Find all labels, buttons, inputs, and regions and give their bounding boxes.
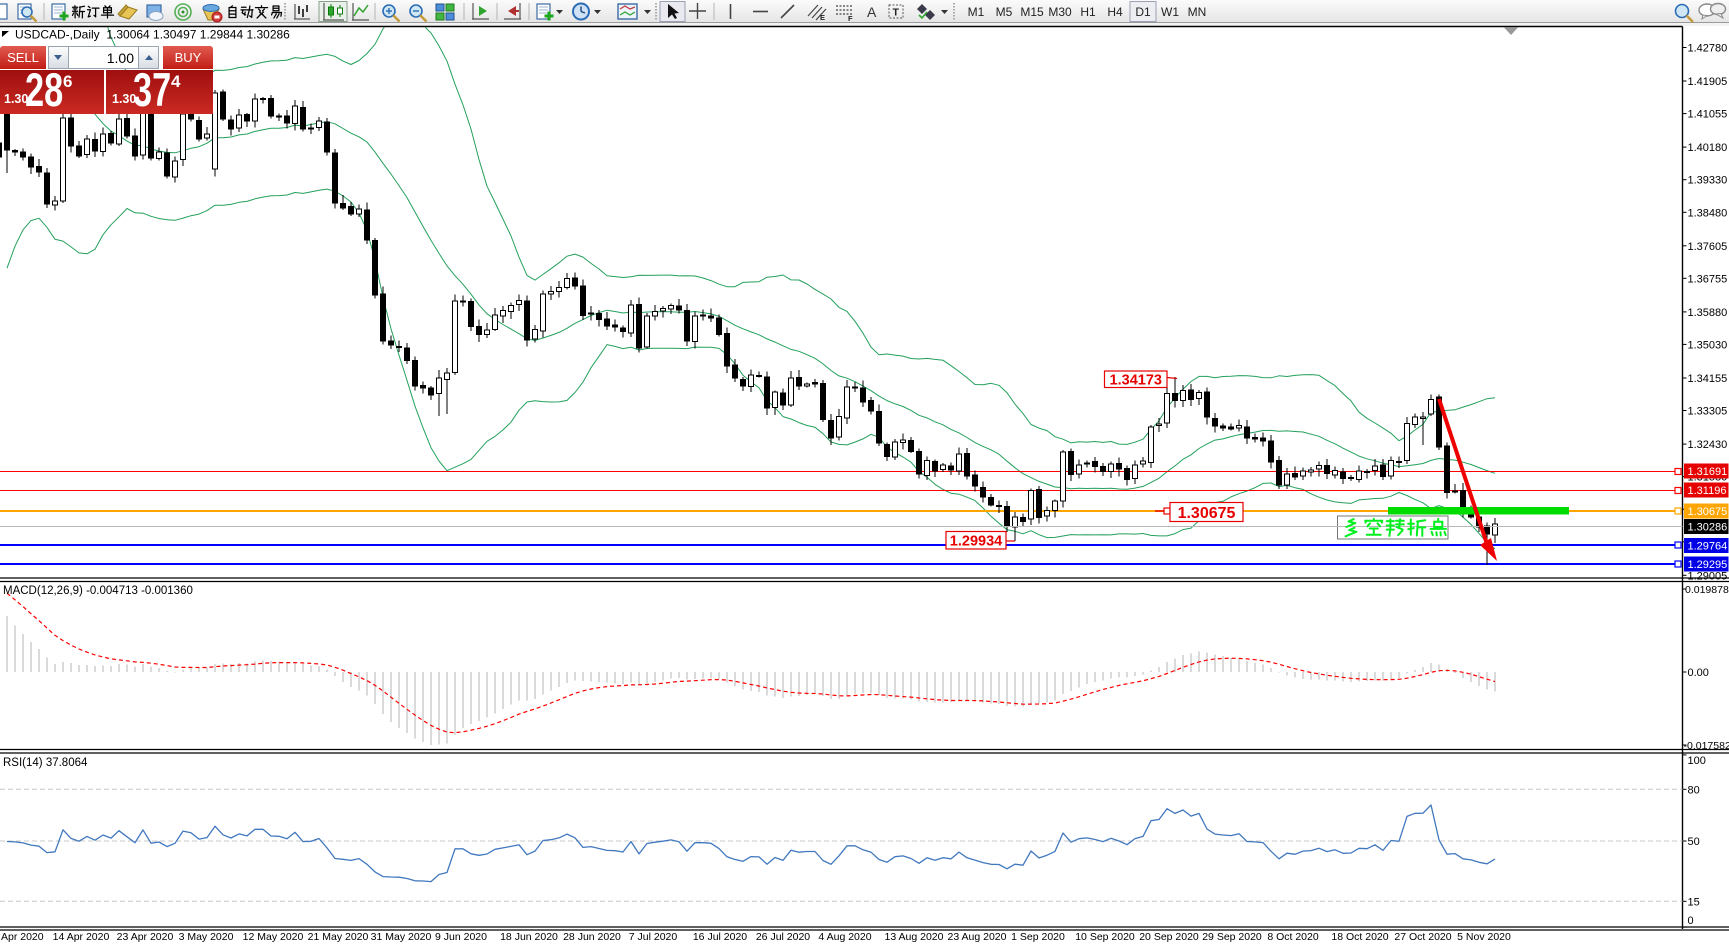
svg-text:W1: W1 xyxy=(1161,5,1179,19)
svg-text:1.38480: 1.38480 xyxy=(1688,207,1728,219)
svg-text:1.31196: 1.31196 xyxy=(1688,485,1727,497)
svg-text:1 Sep 2020: 1 Sep 2020 xyxy=(1011,931,1065,943)
svg-text:100: 100 xyxy=(1688,755,1706,767)
svg-text:RSI(14) 37.8064: RSI(14) 37.8064 xyxy=(3,757,88,769)
svg-text:4 Aug 2020: 4 Aug 2020 xyxy=(818,931,871,943)
svg-text:50: 50 xyxy=(1688,836,1700,848)
svg-text:1.35030: 1.35030 xyxy=(1688,339,1728,351)
svg-text:16 Jul 2020: 16 Jul 2020 xyxy=(693,931,747,943)
svg-text:29 Sep 2020: 29 Sep 2020 xyxy=(1202,931,1262,943)
svg-text:USDCAD-,Daily 1.30064 1.30497: USDCAD-,Daily 1.30064 1.30497 1.29844 1.… xyxy=(15,28,290,42)
svg-text:23 Apr 2020: 23 Apr 2020 xyxy=(117,931,174,943)
svg-text:31 May 2020: 31 May 2020 xyxy=(371,931,432,943)
svg-text:1.29295: 1.29295 xyxy=(1688,559,1728,571)
svg-text:14 Apr 2020: 14 Apr 2020 xyxy=(53,931,110,943)
svg-text:1.32430: 1.32430 xyxy=(1688,439,1728,451)
svg-text:1.42780: 1.42780 xyxy=(1688,43,1728,55)
svg-text:H4: H4 xyxy=(1107,5,1123,19)
svg-text:0: 0 xyxy=(1688,915,1694,927)
svg-text:7 Jul 2020: 7 Jul 2020 xyxy=(629,931,678,943)
svg-text:21 May 2020: 21 May 2020 xyxy=(308,931,369,943)
svg-text:1.29934: 1.29934 xyxy=(950,533,1002,549)
svg-text:0.00: 0.00 xyxy=(1688,667,1709,679)
svg-text:1.30286: 1.30286 xyxy=(1688,522,1728,534)
svg-text:20 Sep 2020: 20 Sep 2020 xyxy=(1139,931,1199,943)
svg-text:M1: M1 xyxy=(968,5,985,19)
svg-text:Apr 2020: Apr 2020 xyxy=(1,931,44,943)
svg-text:1.30675: 1.30675 xyxy=(1178,505,1236,522)
svg-text:M5: M5 xyxy=(996,5,1013,19)
svg-text:0.019878: 0.019878 xyxy=(1685,584,1729,596)
svg-text:1.30675: 1.30675 xyxy=(1688,506,1728,518)
svg-text:27 Oct 2020: 27 Oct 2020 xyxy=(1394,931,1451,943)
svg-text:A: A xyxy=(867,4,877,20)
svg-text:5 Nov 2020: 5 Nov 2020 xyxy=(1457,931,1511,943)
svg-text:13 Aug 2020: 13 Aug 2020 xyxy=(885,931,944,943)
svg-text:1.29764: 1.29764 xyxy=(1688,541,1728,553)
svg-text:18 Oct 2020: 18 Oct 2020 xyxy=(1331,931,1388,943)
svg-text:F: F xyxy=(848,14,853,23)
svg-text:26 Jul 2020: 26 Jul 2020 xyxy=(756,931,810,943)
svg-text:1.34155: 1.34155 xyxy=(1688,373,1728,385)
svg-text:1.41055: 1.41055 xyxy=(1688,109,1728,121)
svg-text:15: 15 xyxy=(1688,896,1700,908)
svg-text:10 Sep 2020: 10 Sep 2020 xyxy=(1075,931,1135,943)
svg-text:1.31691: 1.31691 xyxy=(1688,466,1728,478)
svg-text:1.33305: 1.33305 xyxy=(1688,406,1728,418)
svg-text:M30: M30 xyxy=(1048,5,1072,19)
svg-text:1.34173: 1.34173 xyxy=(1110,372,1162,388)
svg-text:3 May 2020: 3 May 2020 xyxy=(179,931,234,943)
svg-text:E: E xyxy=(820,13,825,22)
svg-text:9 Jun 2020: 9 Jun 2020 xyxy=(435,931,487,943)
svg-text:1.39330: 1.39330 xyxy=(1688,175,1728,187)
svg-text:8 Oct 2020: 8 Oct 2020 xyxy=(1267,931,1319,943)
svg-text:H1: H1 xyxy=(1080,5,1096,19)
svg-text:18 Jun 2020: 18 Jun 2020 xyxy=(500,931,558,943)
svg-text:23 Aug 2020: 23 Aug 2020 xyxy=(948,931,1007,943)
svg-text:1.35880: 1.35880 xyxy=(1688,307,1728,319)
svg-text:MN: MN xyxy=(1188,5,1207,19)
svg-text:M15: M15 xyxy=(1020,5,1044,19)
svg-text:28 Jun 2020: 28 Jun 2020 xyxy=(563,931,621,943)
svg-text:T: T xyxy=(893,7,900,19)
svg-text:-0.017582: -0.017582 xyxy=(1684,740,1729,752)
svg-text:1.40180: 1.40180 xyxy=(1688,142,1728,154)
svg-text:MACD(12,26,9) -0.004713 -0.001: MACD(12,26,9) -0.004713 -0.001360 xyxy=(3,585,193,597)
svg-text:1.41905: 1.41905 xyxy=(1688,76,1728,88)
svg-text:80: 80 xyxy=(1688,784,1700,796)
svg-text:12 May 2020: 12 May 2020 xyxy=(243,931,304,943)
svg-text:1.37605: 1.37605 xyxy=(1688,241,1728,253)
svg-text:1.29005: 1.29005 xyxy=(1688,570,1728,582)
svg-text:D1: D1 xyxy=(1135,5,1151,19)
svg-text:1.36755: 1.36755 xyxy=(1688,273,1728,285)
